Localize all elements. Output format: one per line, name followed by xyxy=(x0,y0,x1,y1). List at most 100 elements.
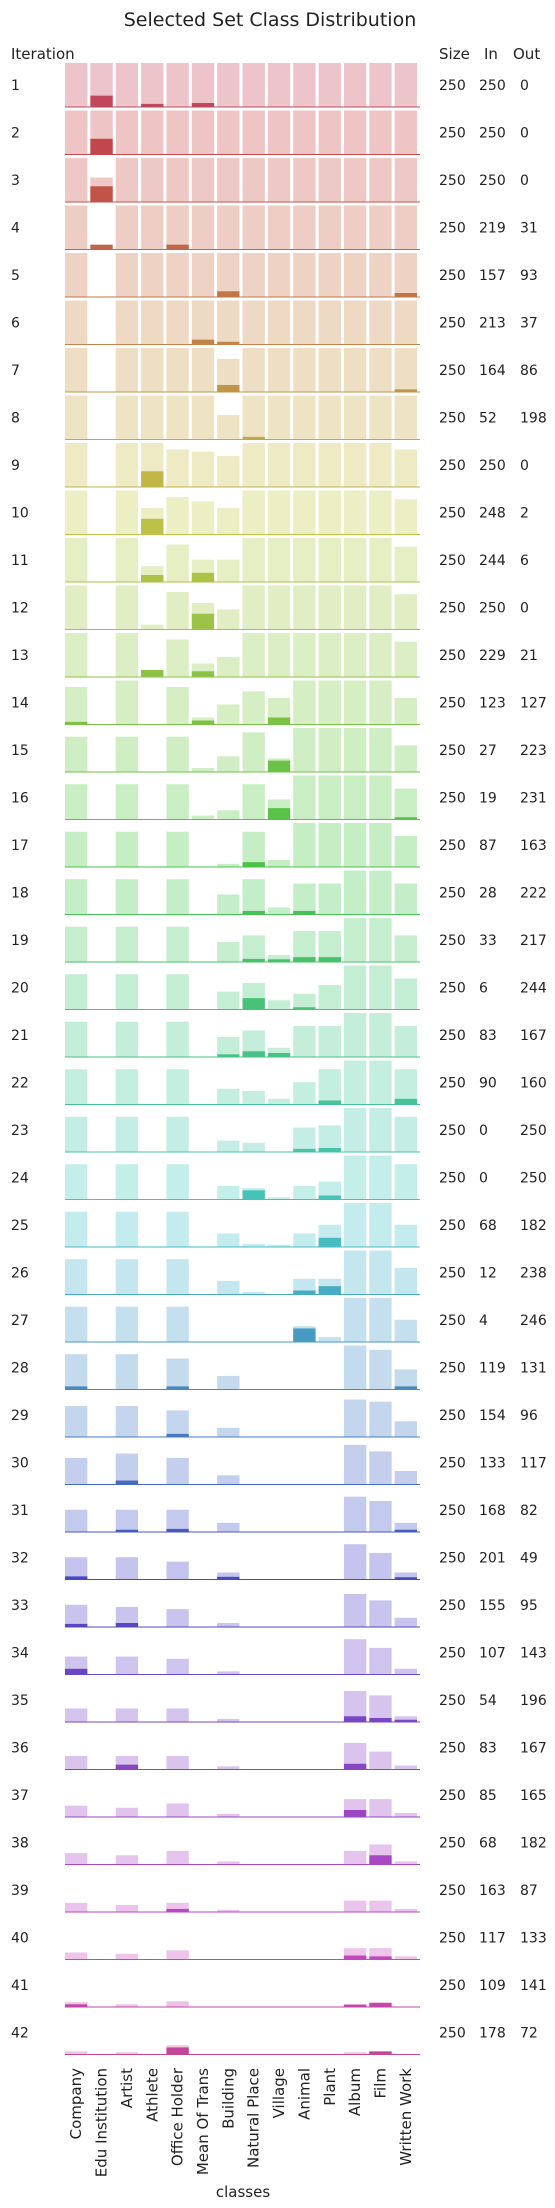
selected-bar xyxy=(343,1399,367,1437)
selected-bar xyxy=(115,784,139,819)
new-samples-bar xyxy=(191,103,215,107)
selected-bar xyxy=(65,1902,88,1912)
selected-bar xyxy=(293,205,316,249)
in-value: 4 xyxy=(479,1313,488,1329)
selected-bar xyxy=(343,1345,367,1389)
selected-bar xyxy=(166,497,189,534)
selected-bar xyxy=(369,1013,392,1057)
iteration-row: 25 250 68 182 xyxy=(11,1203,547,1248)
selected-bar xyxy=(166,831,189,867)
selected-bar xyxy=(293,993,316,1009)
selected-bar xyxy=(293,538,316,582)
selected-bar xyxy=(115,879,139,914)
selected-bar xyxy=(318,395,341,439)
in-value: 0 xyxy=(479,1170,488,1186)
size-value: 250 xyxy=(439,505,466,521)
selected-bar xyxy=(369,1401,392,1437)
out-value: 2 xyxy=(520,505,529,521)
out-value: 87 xyxy=(520,1883,538,1899)
size-value: 250 xyxy=(439,838,466,854)
selected-bar xyxy=(115,1904,139,1912)
new-samples-bar xyxy=(242,1190,265,1199)
selected-bar xyxy=(166,544,189,582)
selected-bar xyxy=(242,158,265,202)
out-value: 37 xyxy=(520,315,538,331)
selected-bar xyxy=(293,300,316,344)
iteration-label: 37 xyxy=(11,1788,29,1804)
selected-bar xyxy=(242,1142,265,1152)
in-value: 27 xyxy=(479,743,497,759)
selected-bar xyxy=(65,879,88,914)
selected-bar xyxy=(369,443,392,487)
selected-bar xyxy=(65,2051,88,2054)
out-value: 160 xyxy=(520,1075,547,1091)
in-value: 12 xyxy=(479,1265,497,1281)
iteration-row: 17 250 87 163 xyxy=(11,823,547,868)
selected-bar xyxy=(318,883,341,914)
selected-bar xyxy=(217,300,240,344)
out-value: 133 xyxy=(520,1930,547,1946)
selected-bar xyxy=(293,775,316,819)
selected-bar xyxy=(217,1088,240,1104)
out-value: 167 xyxy=(520,1740,547,1756)
new-samples-bar xyxy=(217,1576,240,1579)
selected-bar xyxy=(242,1090,265,1104)
in-value: 250 xyxy=(479,78,506,94)
selected-bar xyxy=(343,110,367,154)
selected-bar xyxy=(166,300,189,344)
selected-bar xyxy=(217,1813,240,1817)
selected-bar xyxy=(394,546,417,582)
new-samples-bar xyxy=(166,1386,189,1389)
selected-bar xyxy=(217,941,240,962)
new-samples-bar xyxy=(369,1718,392,1722)
selected-bar xyxy=(318,823,341,867)
in-value: 250 xyxy=(479,125,506,141)
iteration-row: 28 250 119 131 xyxy=(11,1345,547,1390)
iteration-row: 27 250 4 246 xyxy=(11,1298,547,1343)
selected-bar xyxy=(267,859,291,867)
selected-bar xyxy=(242,490,265,534)
selected-bar xyxy=(369,728,392,772)
iteration-row: 4 250 219 31 xyxy=(11,205,538,250)
selected-bar xyxy=(242,300,265,344)
out-value: 143 xyxy=(520,1645,547,1661)
size-value: 250 xyxy=(439,1028,466,1044)
selected-bar xyxy=(318,253,341,297)
selected-bar xyxy=(394,449,417,487)
iteration-label: 16 xyxy=(11,790,29,806)
new-samples-bar xyxy=(141,471,164,487)
out-value: 21 xyxy=(520,648,538,664)
selected-bar xyxy=(394,158,417,202)
size-value: 250 xyxy=(439,78,466,94)
in-value: 117 xyxy=(479,1930,506,1946)
selected-bar xyxy=(318,633,341,677)
iteration-row: 1 250 250 0 xyxy=(11,63,529,108)
selected-bar xyxy=(293,253,316,297)
in-value: 164 xyxy=(479,363,506,379)
selected-bar xyxy=(217,358,240,392)
size-value: 250 xyxy=(439,1930,466,1946)
selected-bar xyxy=(318,205,341,249)
new-samples-bar xyxy=(267,959,291,962)
out-value: 165 xyxy=(520,1788,547,1804)
selected-bar xyxy=(394,1164,417,1199)
new-samples-bar xyxy=(267,760,291,772)
selected-bar xyxy=(217,559,240,582)
out-value: 0 xyxy=(520,125,529,141)
selected-bar xyxy=(65,1069,88,1104)
selected-bar xyxy=(267,395,291,439)
selected-bar xyxy=(394,253,417,297)
x-tick-label: Written Work xyxy=(397,2068,415,2166)
selected-bar xyxy=(115,253,139,297)
selected-bar xyxy=(267,1047,291,1057)
selected-bar xyxy=(115,1453,139,1484)
out-value: 182 xyxy=(520,1835,547,1851)
selected-bar xyxy=(115,1164,139,1199)
selected-bar xyxy=(369,1250,392,1294)
selected-bar xyxy=(369,110,392,154)
selected-bar xyxy=(343,1544,367,1579)
iteration-label: 14 xyxy=(11,695,29,711)
iteration-label: 2 xyxy=(11,125,20,141)
new-samples-bar xyxy=(369,2003,392,2007)
